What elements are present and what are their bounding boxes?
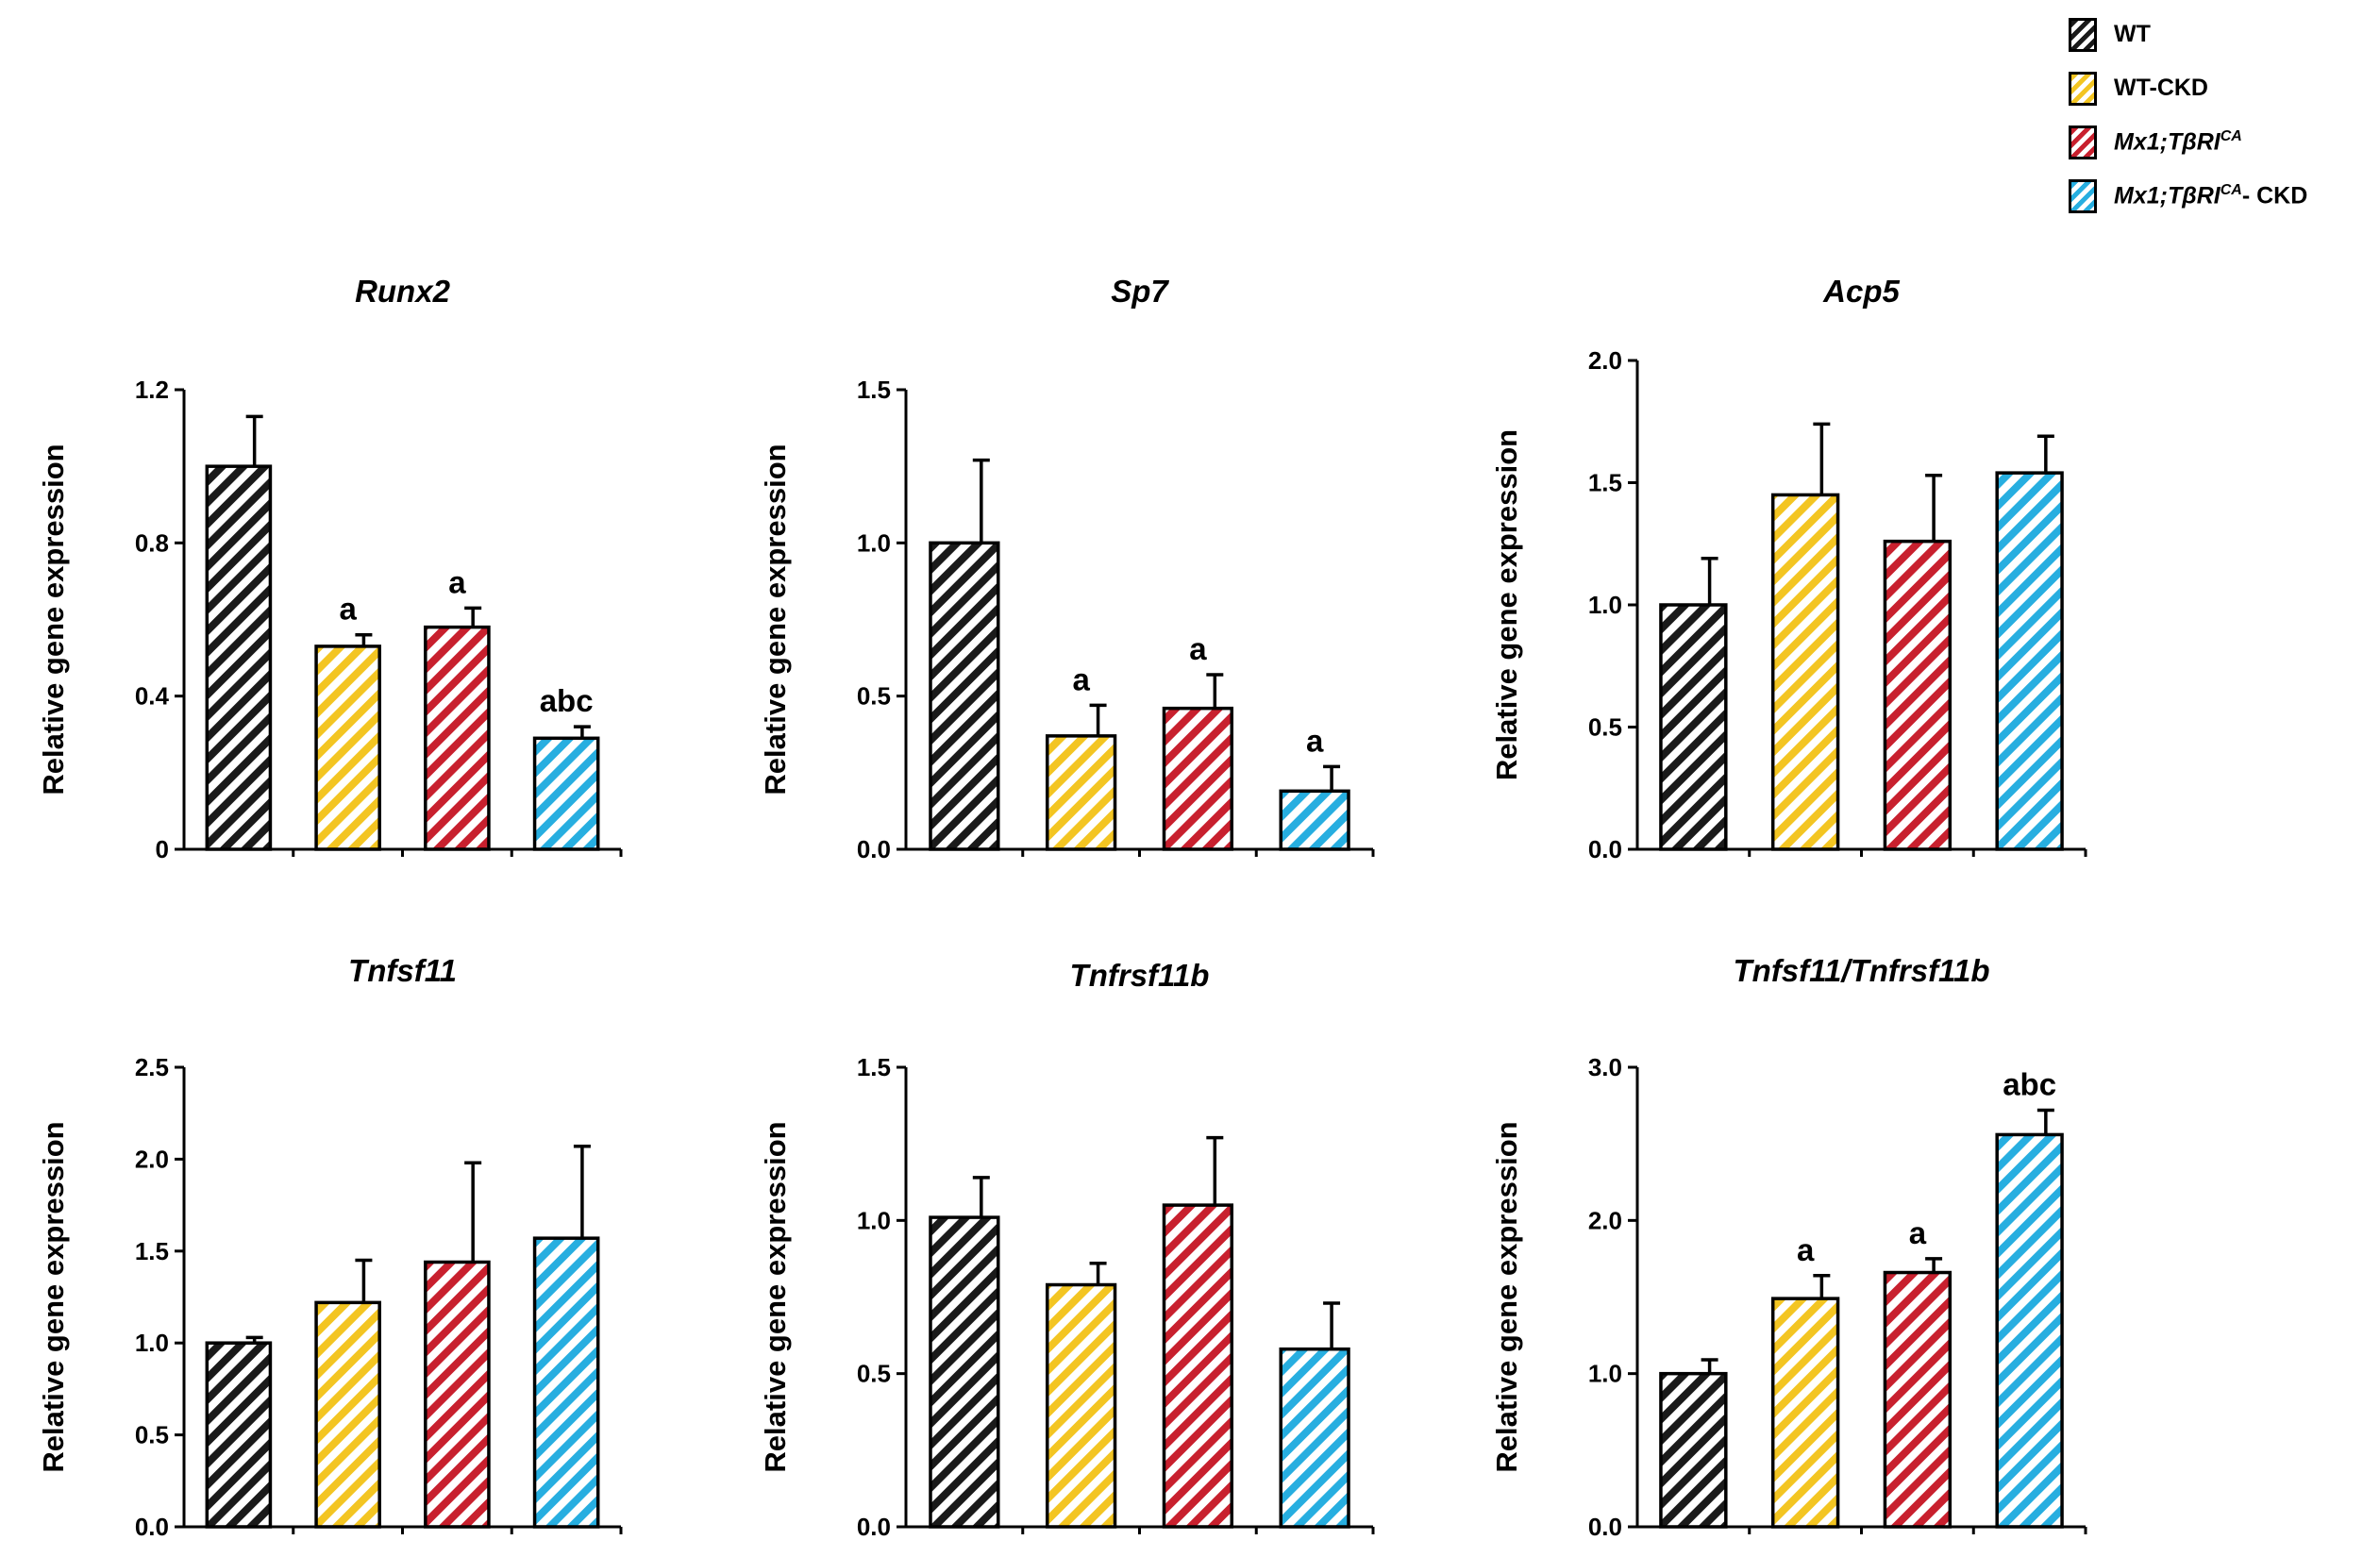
legend-label-mx1-tbri-ca-ckd: Mx1;TβRICA- CKD: [2114, 182, 2307, 209]
bar-wt: [929, 541, 1000, 851]
y-axis-label: Relative gene expression: [759, 444, 792, 795]
y-axis-label: Relative gene expression: [1490, 1121, 1523, 1472]
y-tick-label: 0: [156, 835, 169, 863]
chart-panel-6: Tnfsf11/Tnfrsf11b Relative gene expressio…: [1490, 953, 2087, 1541]
bar-wt: [205, 1341, 273, 1529]
y-tick-label: 2.5: [135, 1053, 169, 1081]
y-tick-label: 1.5: [857, 376, 891, 404]
bar-mx1-tbri-ca-ckd: [1995, 1132, 2064, 1529]
y-tick-label: 3.0: [1588, 1053, 1622, 1081]
y-axis-label: Relative gene expression: [37, 444, 70, 795]
significance-label: abc: [2003, 1066, 2056, 1101]
chart-title: Tnfrsf11b: [1070, 958, 1210, 993]
legend-label-mx1-tbri-ca: Mx1;TβRICA: [2114, 128, 2242, 156]
bar-wt-ckd: [1045, 734, 1117, 851]
y-tick-label: 0.5: [135, 1421, 169, 1449]
bar-wt-ckd: [314, 1300, 381, 1529]
bar-wt-ckd: [1770, 1297, 1840, 1529]
y-tick-label: 0.0: [1588, 1513, 1622, 1541]
y-tick-label: 0.5: [1588, 713, 1622, 742]
chart-title: Tnfsf11: [348, 953, 457, 988]
y-tick-label: 1.5: [135, 1237, 169, 1265]
legend-swatch-wt: [2069, 17, 2097, 52]
bar-mx1-tbri-ca: [1883, 539, 1953, 851]
y-tick-label: 1.2: [135, 376, 169, 404]
y-tick-label: 0.0: [857, 1513, 891, 1541]
y-tick-label: 1.0: [857, 1206, 891, 1234]
bar-wt-ckd: [314, 645, 381, 851]
bar-mx1-tbri-ca-ckd: [532, 736, 600, 851]
y-tick-label: 1.0: [135, 1329, 169, 1357]
y-tick-label: 0.5: [857, 1360, 891, 1388]
significance-label: a: [1189, 631, 1207, 666]
legend-genotype-text: Mx1;TβRI: [2114, 182, 2221, 209]
y-tick-label: 0.0: [857, 835, 891, 863]
legend-item-wt: WT: [2069, 8, 2371, 61]
chart-panel-4: Tnfsf11 Relative gene expression 0.0 0.5 1.0…: [37, 953, 623, 1541]
bar-wt: [205, 464, 273, 851]
y-tick-label: 0.8: [135, 528, 169, 557]
chart-title: Tnfsf11/Tnfrsf11b: [1734, 953, 1990, 988]
y-tick-label: 0.0: [135, 1513, 169, 1541]
y-tick-label: 2.0: [135, 1145, 169, 1173]
y-tick-label: 1.0: [857, 528, 891, 557]
bar-mx1-tbri-ca: [424, 1260, 491, 1529]
bar-mx1-tbri-ca: [1162, 706, 1234, 851]
chart-panel-2: Sp7 Relative gene expression a a a 0.0 0.5 1.0 1…: [759, 274, 1375, 863]
legend-genotype-text: Mx1;TβRI: [2114, 128, 2221, 156]
y-axis-label: Relative gene expression: [759, 1121, 792, 1472]
y-tick-label: 2.0: [1588, 1206, 1622, 1234]
chart-title: Runx2: [355, 274, 451, 309]
y-axis-label: Relative gene expression: [37, 1121, 70, 1472]
bar-wt-ckd: [1045, 1282, 1117, 1529]
significance-label: a: [1306, 723, 1324, 758]
legend-genotype-sup: CA: [2220, 181, 2242, 198]
bar-mx1-tbri-ca-ckd: [1279, 789, 1350, 851]
chart-panel-1: Runx2 Relative gene expression a a abc 0 0.4 0.…: [37, 274, 623, 863]
chart-title: Sp7: [1111, 274, 1169, 309]
bar-mx1-tbri-ca: [1883, 1270, 1953, 1529]
chart-title: Acp5: [1822, 274, 1900, 309]
y-tick-label: 1.0: [1588, 591, 1622, 619]
significance-label: a: [1797, 1232, 1815, 1267]
bar-wt: [929, 1215, 1000, 1529]
legend-genotype-sup: CA: [2220, 127, 2242, 144]
bar-mx1-tbri-ca-ckd: [1995, 471, 2064, 851]
significance-label: abc: [540, 683, 594, 718]
bar-wt: [1659, 603, 1728, 851]
y-tick-label: 0.4: [135, 682, 170, 711]
legend-swatch-wt-ckd: [2069, 71, 2097, 106]
y-tick-label: 1.5: [1588, 469, 1622, 497]
legend-item-mx1-tbri-ca: Mx1;TβRICA: [2069, 115, 2371, 169]
legend-label-wt: WT: [2114, 21, 2151, 47]
bar-mx1-tbri-ca: [1162, 1203, 1234, 1529]
y-tick-label: 1.0: [1588, 1360, 1622, 1388]
bar-wt: [1659, 1371, 1728, 1529]
significance-label: a: [448, 564, 466, 599]
y-axis-label: Relative gene expression: [1490, 429, 1523, 780]
y-tick-label: 0.0: [1588, 835, 1622, 863]
bar-wt-ckd: [1770, 493, 1840, 851]
significance-label: a: [1909, 1215, 1927, 1250]
y-tick-label: 0.5: [857, 682, 891, 711]
bar-mx1-tbri-ca: [424, 625, 491, 851]
chart-panel-5: Tnfrsf11b Relative gene expression 0.0 0.5 1…: [759, 958, 1375, 1541]
chart-panel-3: Acp5 Relative gene expression 0.0 0.5 1.0 1.5…: [1490, 274, 2087, 863]
bar-mx1-tbri-ca-ckd: [1279, 1347, 1350, 1529]
legend-label-wt-ckd: WT-CKD: [2114, 75, 2208, 101]
bar-mx1-tbri-ca-ckd: [532, 1236, 600, 1529]
significance-label: a: [339, 592, 357, 627]
legend-swatch-mx1-tbri-ca: [2069, 125, 2097, 159]
significance-label: a: [1072, 661, 1090, 696]
y-tick-label: 1.5: [857, 1053, 891, 1081]
legend-item-mx1-tbri-ca-ckd: Mx1;TβRICA- CKD: [2069, 169, 2371, 223]
legend-item-wt-ckd: WT-CKD: [2069, 61, 2371, 115]
y-tick-label: 2.0: [1588, 346, 1622, 375]
legend-suffix-text: - CKD: [2241, 182, 2308, 209]
legend: WT WT-CKD Mx1;TβRICA Mx1;TβRICA- CKD: [2069, 8, 2371, 223]
legend-swatch-mx1-tbri-ca-ckd: [2069, 178, 2097, 213]
